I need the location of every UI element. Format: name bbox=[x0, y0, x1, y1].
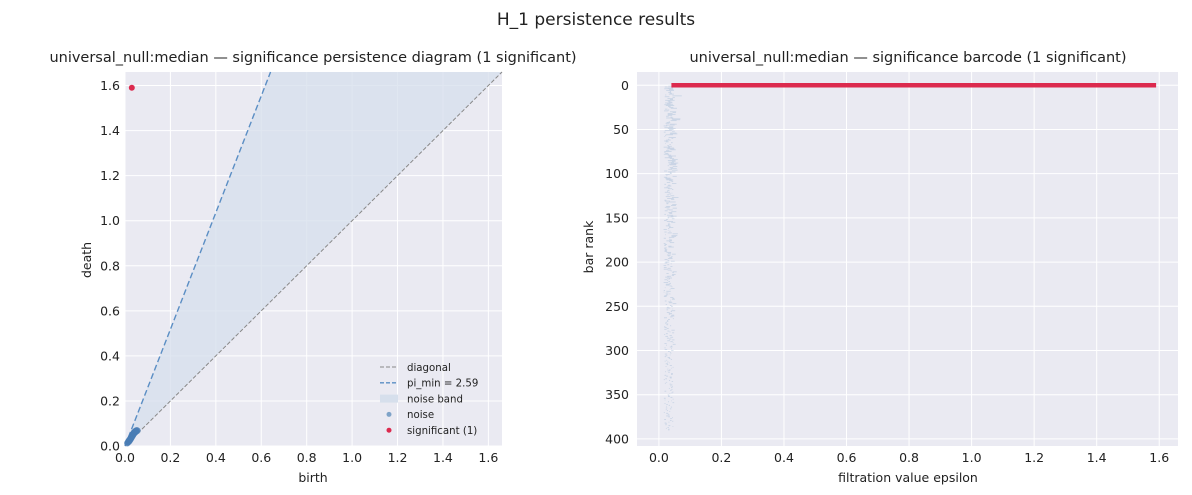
x-tick-label: 1.0 bbox=[342, 450, 362, 465]
y-tick-label: 0.0 bbox=[100, 439, 120, 454]
x-tick-label: 0.8 bbox=[297, 450, 317, 465]
y-tick-label: 350 bbox=[605, 387, 629, 402]
y-tick-label: 100 bbox=[605, 166, 629, 181]
y-tick-label: 400 bbox=[605, 431, 629, 446]
x-tick-label: 0.0 bbox=[115, 450, 135, 465]
y-tick-label: 0.8 bbox=[100, 258, 120, 273]
legend-label: significant (1) bbox=[407, 426, 477, 437]
x-tick-label: 1.6 bbox=[478, 450, 498, 465]
persistence-diagram-ylabel: death bbox=[79, 242, 94, 278]
legend-label: noise band bbox=[407, 394, 463, 405]
legend-label: pi_min = 2.59 bbox=[407, 379, 478, 390]
x-tick-label: 1.4 bbox=[433, 450, 453, 465]
legend-label: diagonal bbox=[407, 363, 451, 374]
legend-label: noise bbox=[407, 410, 434, 421]
barcode-ylabel: bar rank bbox=[581, 220, 596, 273]
x-tick-label: 1.4 bbox=[1087, 450, 1107, 465]
persistence-diagram-legend: diagonal pi_min = 2.59 noise band noise sign… bbox=[380, 363, 478, 437]
legend-point-swatch bbox=[386, 427, 392, 433]
persistence-diagram-xlabel: birth bbox=[298, 470, 327, 485]
barcode-panel: universal_null:median — significance bar… bbox=[581, 50, 1178, 485]
y-tick-label: 150 bbox=[605, 210, 629, 225]
y-tick-label: 0.4 bbox=[100, 348, 120, 363]
x-tick-label: 1.0 bbox=[962, 450, 982, 465]
x-tick-label: 0.4 bbox=[774, 450, 794, 465]
y-tick-label: 1.4 bbox=[100, 123, 120, 138]
y-tick-label: 1.2 bbox=[100, 168, 120, 183]
y-tick-label: 300 bbox=[605, 343, 629, 358]
y-tick-label: 0.2 bbox=[100, 393, 120, 408]
barcode-xlabel: filtration value epsilon bbox=[838, 470, 978, 485]
legend-point-swatch bbox=[386, 411, 392, 417]
legend-patch-swatch bbox=[380, 394, 398, 403]
x-tick-label: 1.2 bbox=[1024, 450, 1044, 465]
y-tick-label: 1.6 bbox=[100, 78, 120, 93]
y-tick-label: 250 bbox=[605, 299, 629, 314]
x-tick-label: 0.4 bbox=[206, 450, 226, 465]
diagonal-line bbox=[124, 71, 503, 447]
persistence-diagram-panel: universal_null:median — significance per… bbox=[49, 50, 576, 485]
x-tick-label: 0.6 bbox=[837, 450, 857, 465]
x-tick-label: 1.6 bbox=[1149, 450, 1169, 465]
x-tick-label: 0.6 bbox=[251, 450, 271, 465]
x-tick-label: 0.8 bbox=[899, 450, 919, 465]
significant-point bbox=[128, 84, 135, 91]
y-tick-label: 1.0 bbox=[100, 213, 120, 228]
y-tick-label: 200 bbox=[605, 255, 629, 270]
barcode-title: universal_null:median — significance bar… bbox=[689, 50, 1126, 66]
x-tick-label: 0.0 bbox=[649, 450, 669, 465]
barcode-plot-area bbox=[637, 72, 1178, 446]
x-tick-label: 0.2 bbox=[160, 450, 180, 465]
y-tick-label: 50 bbox=[613, 122, 629, 137]
y-tick-label: 0 bbox=[621, 78, 629, 93]
noise-point bbox=[134, 427, 141, 434]
x-tick-label: 0.2 bbox=[711, 450, 731, 465]
figure-suptitle: H_1 persistence results bbox=[497, 10, 695, 30]
y-tick-label: 0.6 bbox=[100, 303, 120, 318]
x-tick-label: 1.2 bbox=[388, 450, 408, 465]
persistence-diagram-title: universal_null:median — significance per… bbox=[49, 50, 576, 66]
pi-min-line bbox=[124, 71, 272, 447]
